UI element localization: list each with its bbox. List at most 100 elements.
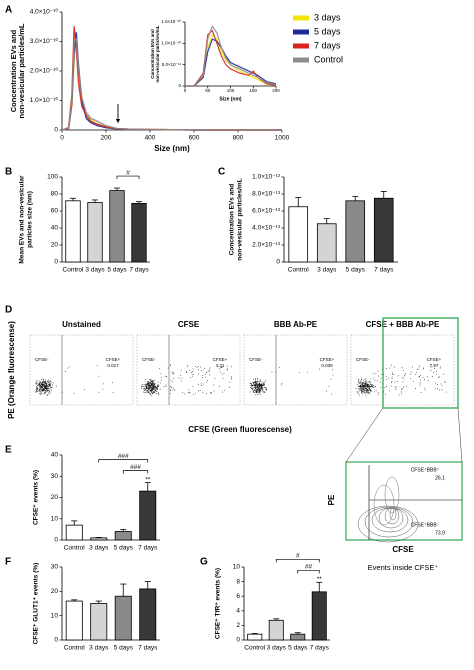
gate-percent: 0.039: [321, 363, 333, 368]
x-tick-label: 7 days: [310, 645, 330, 652]
y-tick-label: 2.0×10⁻¹⁰: [30, 67, 59, 75]
y-tick-label: 60: [51, 208, 59, 215]
dot-cloud: [35, 364, 114, 396]
flow-x-label: CFSE (Green fluorescense): [188, 425, 292, 434]
y-tick-label: 4.0×10⁻¹³: [252, 225, 281, 232]
y-axis-label: non-vesicular particles/mL: [237, 178, 244, 260]
legend-label: Control: [314, 54, 343, 64]
y-tick-label: 0: [276, 259, 280, 266]
contour-caption: Events inside CFSE⁺: [368, 563, 439, 572]
x-tick-label: 5 days: [346, 267, 366, 274]
y-tick-label: 10: [51, 612, 59, 619]
significance-label: ###: [130, 464, 141, 471]
plot-frame: [243, 334, 348, 406]
plot-title: CFSE: [178, 320, 200, 329]
x-tick-label: 150: [249, 88, 257, 93]
flow-y-label: PE (Orange fluorescense): [7, 321, 16, 419]
quadrant-label: CFSE⁺BBB⁺: [411, 467, 440, 473]
legend-label: 7 days: [314, 40, 341, 50]
x-tick-label: 3 days: [317, 267, 337, 274]
y-tick-label: 1.5×10⁻¹⁰: [161, 19, 181, 24]
y-axis-label: CFSE⁺ TfR⁺ events (%): [215, 568, 222, 639]
y-tick-label: 2.0×10⁻¹³: [252, 242, 281, 249]
bar: [290, 633, 306, 641]
y-axis-label: Concentration EVs and: [229, 184, 236, 256]
y-tick-label: 1.0×10⁻¹⁰: [161, 41, 181, 46]
bar: [90, 537, 108, 541]
x-tick-label: 800: [233, 135, 244, 142]
y-tick-label: 4: [236, 608, 240, 615]
bar: [114, 531, 132, 541]
y-axis-label: non-vesicular particles/mL: [155, 25, 160, 82]
x-tick-label: 3 days: [89, 545, 109, 552]
contour-frame: [345, 461, 463, 541]
plot-frame: [136, 334, 241, 406]
significance-label: ##: [305, 564, 313, 571]
gate-percent: 4.31: [216, 363, 225, 368]
y-tick-label: 0: [54, 637, 58, 644]
y-tick-label: 2: [236, 622, 240, 629]
y-tick-label: 0: [236, 637, 240, 644]
gate-percent: 7.97: [430, 363, 439, 368]
gate-label: CFSE-: [356, 357, 370, 362]
bar: [65, 600, 83, 641]
plot-frame: [350, 334, 455, 406]
significance-label: #: [296, 553, 300, 560]
quadrant-label: CFSE⁺BBB⁻: [411, 522, 440, 528]
x-axis-label: Size (nm): [219, 96, 242, 102]
x-tick-label: 3 days: [89, 645, 109, 652]
x-tick-label: 5 days: [107, 267, 127, 274]
gate-label: CFSE-: [35, 357, 49, 362]
y-axis-label: Concentration EVs and: [9, 29, 18, 112]
x-tick-label: Control: [63, 267, 85, 274]
contour-ring: [364, 506, 414, 538]
y-tick-label: 6: [236, 593, 240, 600]
contour-ring: [384, 507, 400, 525]
x-tick-label: 50: [205, 88, 211, 93]
x-tick-label: 7 days: [374, 267, 394, 274]
y-tick-label: 40: [51, 452, 59, 459]
y-tick-label: 30: [51, 473, 59, 480]
y-axis-label: Concentration EVs and: [150, 29, 155, 79]
panel-label: E: [5, 445, 12, 456]
inset-background: [155, 18, 280, 104]
y-tick-label: 3.0×10⁻¹⁰: [30, 37, 59, 45]
bar: [139, 588, 157, 641]
plot-title: BBB Ab-PE: [274, 320, 318, 329]
significance-label: **: [317, 576, 323, 583]
bar: [87, 202, 103, 263]
gate-label: CFSE+: [213, 357, 228, 362]
y-tick-label: 10: [233, 564, 241, 571]
x-tick-label: 100: [227, 88, 235, 93]
significance-bracket: [297, 569, 320, 574]
contour-y-label: PE: [327, 494, 336, 505]
x-tick-label: Control: [244, 645, 266, 652]
y-tick-label: 0: [54, 537, 58, 544]
y-tick-label: 20: [51, 242, 59, 249]
plot-frame: [29, 334, 134, 406]
x-tick-label: 200: [101, 135, 112, 142]
x-tick-label: 600: [189, 135, 200, 142]
panel-label: B: [5, 167, 12, 178]
bar: [373, 197, 394, 263]
gate-label: CFSE+: [106, 357, 121, 362]
contour-ring: [373, 484, 395, 526]
zoom-connector: [345, 407, 384, 463]
bar: [316, 223, 337, 263]
y-tick-label: 30: [51, 564, 59, 571]
x-axis-label: Size (nm): [154, 144, 190, 153]
selected-gate: [382, 317, 459, 409]
gate-label: CFSE-: [142, 357, 156, 362]
quadrant-value: 73,9: [435, 530, 445, 536]
gate-label: CFSE+: [320, 357, 335, 362]
x-tick-label: 0: [184, 88, 187, 93]
contour-ring: [357, 505, 419, 543]
y-tick-label: 0: [178, 83, 181, 88]
bar: [114, 595, 132, 641]
y-tick-label: 10: [51, 515, 59, 522]
x-tick-label: Control: [64, 545, 86, 552]
panel-label: A: [5, 5, 12, 16]
bar: [345, 200, 366, 263]
panel-label: C: [218, 167, 225, 178]
quadrant-value: 26,1: [435, 475, 445, 481]
